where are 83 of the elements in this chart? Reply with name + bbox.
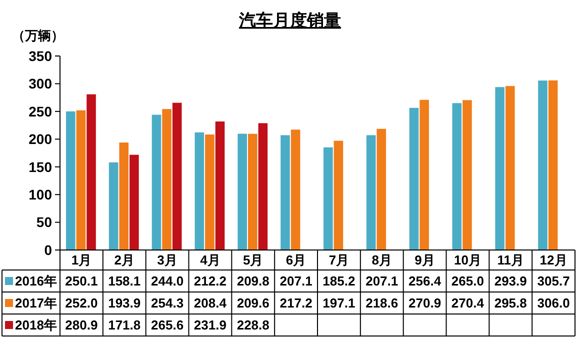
y-tick-label: 350 xyxy=(28,48,52,64)
x-tick-label: 1月 xyxy=(71,252,92,268)
bar xyxy=(86,94,96,250)
x-tick-label: 9月 xyxy=(414,252,435,268)
bar xyxy=(366,135,376,250)
x-tick-label: 8月 xyxy=(372,252,392,268)
data-label: 158.1 xyxy=(108,274,141,289)
x-tick-label: 6月 xyxy=(286,252,306,268)
legend-label: 2018年 xyxy=(15,318,57,333)
y-tick-label: 200 xyxy=(28,131,52,148)
bar xyxy=(238,134,247,250)
data-label: 193.9 xyxy=(108,296,141,311)
data-label: 209.8 xyxy=(236,274,270,289)
data-label: 212.2 xyxy=(194,274,226,289)
bar xyxy=(130,154,139,250)
data-label: 254.3 xyxy=(151,296,184,311)
bar xyxy=(76,110,86,250)
data-label: 185.2 xyxy=(322,274,356,289)
bar xyxy=(258,123,268,250)
chart-title: 汽车月度销量 xyxy=(238,11,341,30)
bar xyxy=(290,130,300,250)
bar xyxy=(280,135,290,250)
bar xyxy=(462,100,472,250)
bar xyxy=(152,114,162,250)
bar xyxy=(108,162,118,250)
data-label: 270.9 xyxy=(408,296,442,311)
data-label: 306.0 xyxy=(537,296,570,311)
y-tick-label: 100 xyxy=(28,186,52,202)
bar xyxy=(452,103,462,250)
data-label: 197.1 xyxy=(322,296,356,311)
bar xyxy=(548,80,558,250)
bar xyxy=(420,100,429,250)
y-tick-label: 150 xyxy=(28,158,52,175)
data-label: 252.0 xyxy=(65,296,98,311)
y-tick-label: 250 xyxy=(28,103,52,120)
x-tick-label: 5月 xyxy=(243,252,264,268)
data-label: 270.4 xyxy=(451,296,485,311)
data-label: 207.1 xyxy=(280,274,312,289)
bar xyxy=(66,111,76,250)
bar xyxy=(495,87,504,250)
bar xyxy=(172,102,182,250)
data-label: 256.4 xyxy=(408,274,442,289)
data-label: 305.7 xyxy=(537,274,570,289)
bar xyxy=(205,134,214,250)
x-tick-label: 11月 xyxy=(497,252,524,268)
data-label: 228.8 xyxy=(236,318,270,333)
bar xyxy=(538,80,548,250)
data-label: 209.6 xyxy=(236,296,270,311)
data-label: 208.4 xyxy=(194,296,228,311)
bar xyxy=(248,134,258,250)
x-tick-label: 4月 xyxy=(200,252,220,268)
data-label: 218.6 xyxy=(366,296,398,311)
x-tick-label: 12月 xyxy=(540,252,568,268)
data-label: 265.0 xyxy=(451,274,484,289)
data-label: 244.0 xyxy=(151,274,184,289)
bar xyxy=(194,132,204,250)
data-label: 280.9 xyxy=(65,318,98,333)
x-tick-label: 3月 xyxy=(157,252,178,268)
bar xyxy=(505,86,515,250)
data-label: 207.1 xyxy=(366,274,398,289)
y-axis-title: （万辆） xyxy=(12,28,64,43)
y-tick-label: 0 xyxy=(44,242,52,258)
x-tick-label: 2月 xyxy=(114,252,134,268)
bar xyxy=(376,128,386,250)
y-tick-label: 300 xyxy=(28,76,52,92)
data-label: 265.6 xyxy=(151,318,184,333)
bar xyxy=(162,109,172,250)
legend-label: 2017年 xyxy=(15,296,57,311)
data-label: 217.2 xyxy=(280,296,312,311)
x-tick-label: 10月 xyxy=(454,252,482,268)
bar xyxy=(409,108,419,250)
bar xyxy=(324,147,333,250)
data-label: 231.9 xyxy=(194,318,226,333)
data-label: 293.9 xyxy=(494,274,527,289)
bar xyxy=(215,121,225,250)
bar xyxy=(334,140,344,250)
legend-label: 2016年 xyxy=(15,274,57,289)
y-tick-label: 50 xyxy=(36,214,52,230)
data-label: 295.8 xyxy=(494,296,527,311)
data-label: 250.1 xyxy=(65,274,98,289)
bar xyxy=(119,142,129,250)
data-label: 171.8 xyxy=(108,318,141,333)
x-tick-label: 7月 xyxy=(328,252,350,268)
